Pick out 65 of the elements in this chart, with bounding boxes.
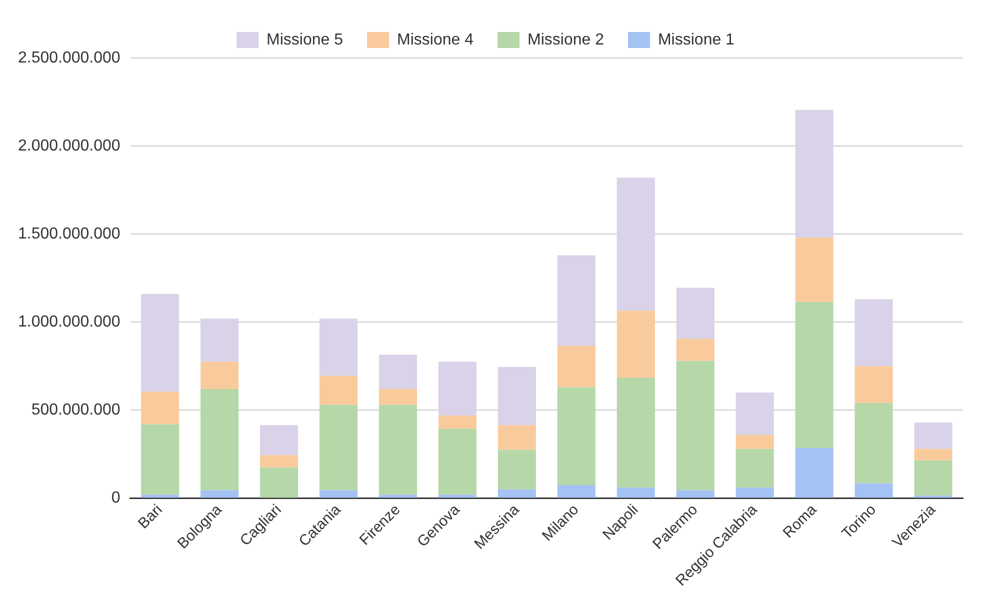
bar bbox=[438, 415, 476, 429]
bar bbox=[378, 354, 417, 390]
legend-label: Missione 2 bbox=[528, 31, 604, 48]
y-tick-label: 1.000.000.000 bbox=[18, 314, 120, 331]
bar bbox=[260, 425, 298, 456]
bar bbox=[319, 404, 358, 490]
bar bbox=[616, 488, 655, 498]
bar bbox=[200, 318, 239, 362]
bar bbox=[557, 346, 596, 388]
bar bbox=[141, 494, 180, 498]
bar bbox=[378, 404, 417, 495]
bar bbox=[141, 392, 180, 424]
bar bbox=[795, 448, 834, 498]
bar bbox=[498, 367, 536, 426]
bar bbox=[438, 494, 476, 498]
x-tick-label: Bari bbox=[134, 501, 166, 532]
bar bbox=[854, 299, 893, 366]
legend-label: Missione 1 bbox=[658, 31, 735, 48]
bar bbox=[200, 362, 239, 390]
legend-label: Missione 5 bbox=[266, 31, 344, 48]
legend-label: Missione 4 bbox=[397, 31, 474, 48]
y-tick-label: 2.000.000.000 bbox=[18, 137, 120, 154]
bar bbox=[498, 425, 536, 450]
bar bbox=[200, 490, 239, 498]
bar bbox=[795, 238, 834, 302]
bar bbox=[854, 483, 893, 498]
bar bbox=[676, 338, 714, 361]
bar bbox=[795, 302, 834, 448]
bar bbox=[736, 392, 774, 435]
y-tick-label: 0 bbox=[111, 490, 120, 507]
bar bbox=[141, 294, 180, 392]
bar bbox=[438, 362, 476, 416]
y-tick-label: 2.500.000.000 bbox=[18, 49, 120, 66]
y-tick-label: 1.500.000.000 bbox=[18, 225, 120, 242]
bar bbox=[736, 488, 774, 498]
bar bbox=[854, 366, 893, 404]
bar bbox=[557, 387, 596, 486]
bar bbox=[795, 110, 834, 238]
bar bbox=[319, 318, 358, 376]
bar bbox=[378, 389, 417, 405]
bar bbox=[319, 490, 358, 498]
bar bbox=[378, 494, 417, 498]
bar bbox=[616, 378, 655, 488]
bar bbox=[260, 455, 298, 468]
bar bbox=[557, 255, 596, 346]
bar bbox=[914, 422, 952, 449]
bar bbox=[616, 178, 655, 311]
bar bbox=[616, 310, 655, 378]
bar bbox=[498, 450, 536, 490]
y-tick-label: 500.000.000 bbox=[31, 402, 120, 419]
bar bbox=[676, 288, 714, 339]
bar bbox=[498, 489, 536, 498]
bar bbox=[914, 448, 952, 460]
bar bbox=[914, 460, 952, 496]
bar bbox=[200, 389, 239, 490]
bar bbox=[676, 360, 714, 490]
bar bbox=[676, 490, 714, 498]
bar bbox=[736, 448, 774, 488]
bar bbox=[319, 376, 358, 405]
bar bbox=[854, 403, 893, 484]
bar bbox=[141, 424, 180, 495]
bar bbox=[260, 467, 298, 498]
bar bbox=[736, 434, 774, 449]
bar bbox=[438, 428, 476, 495]
bar bbox=[557, 485, 596, 498]
